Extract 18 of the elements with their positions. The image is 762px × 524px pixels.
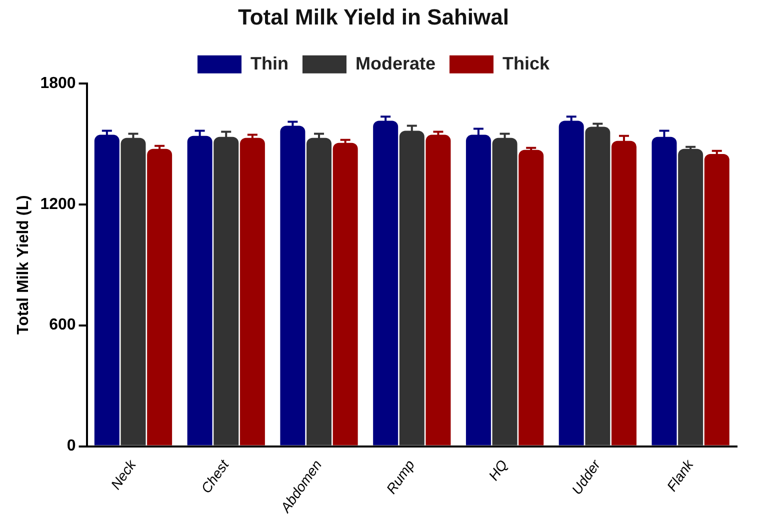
legend-label: Thick: [502, 53, 550, 74]
bar: [147, 148, 172, 446]
bar: [332, 142, 358, 446]
legend-label: Moderate: [355, 53, 436, 74]
bar: [240, 138, 265, 446]
y-tick-label: 1800: [40, 74, 76, 92]
bar: [585, 126, 610, 446]
legend-label: Thin: [250, 53, 288, 74]
bar: [678, 148, 704, 446]
bar: [704, 154, 730, 446]
y-tick-label: 600: [49, 316, 76, 334]
chart-title: Total Milk Yield in Sahiwal: [238, 4, 509, 30]
bar: [426, 134, 451, 446]
x-tick-label: HQ: [485, 456, 510, 484]
bar: [518, 150, 544, 446]
y-tick-label: 1200: [40, 196, 76, 213]
y-axis-title: Total Milk Yield (L): [15, 195, 32, 334]
y-tick-label: 0: [66, 438, 76, 455]
